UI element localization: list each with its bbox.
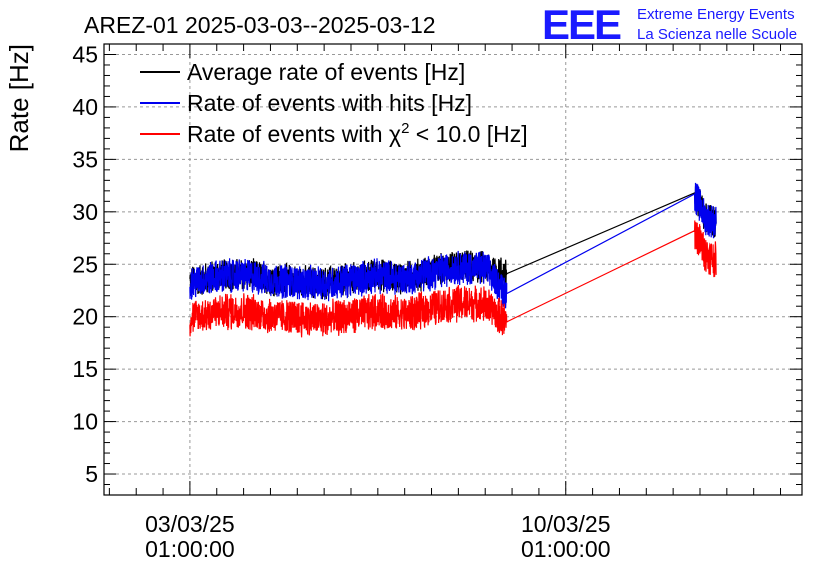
y-axis-label: Rate [Hz] <box>4 44 34 152</box>
series-line <box>189 185 717 300</box>
y-tick-label: 15 <box>72 356 98 382</box>
legend-label: Average rate of events [Hz] <box>187 59 465 85</box>
y-tick-label: 45 <box>72 41 98 67</box>
x-tick-label-date: 10/03/25 <box>521 511 611 537</box>
y-tick-label: 20 <box>72 304 98 330</box>
chart-title: AREZ-01 2025-03-03--2025-03-12 <box>84 12 436 38</box>
series-layer <box>189 182 717 338</box>
y-tick-label: 5 <box>85 461 98 487</box>
x-tick-label-time: 01:00:00 <box>145 536 235 562</box>
y-tick-label: 40 <box>72 94 98 120</box>
eee-logo-letters: EEE <box>542 1 621 48</box>
legend: Average rate of events [Hz] Rate of event… <box>140 59 528 147</box>
y-tick-label: 35 <box>72 146 98 172</box>
axes: 5101520253035404503/03/2501:00:0010/03/2… <box>72 41 803 562</box>
series-line <box>189 220 717 338</box>
x-tick-label-time: 01:00:00 <box>521 536 611 562</box>
eee-logo-line1: Extreme Energy Events <box>637 6 795 23</box>
y-tick-label: 30 <box>72 199 98 225</box>
series-line <box>189 182 717 309</box>
y-tick-label: 25 <box>72 251 98 277</box>
legend-label: Rate of events with χ2 < 10.0 [Hz] <box>187 120 528 147</box>
plot-frame <box>103 43 803 496</box>
eee-logo: EEE Extreme Energy Events La Scienza nel… <box>542 1 797 48</box>
eee-logo-line2: La Scienza nelle Scuole <box>637 26 797 43</box>
legend-label: Rate of events with hits [Hz] <box>187 90 472 116</box>
y-tick-label: 10 <box>72 409 98 435</box>
x-tick-label-date: 03/03/25 <box>145 511 235 537</box>
